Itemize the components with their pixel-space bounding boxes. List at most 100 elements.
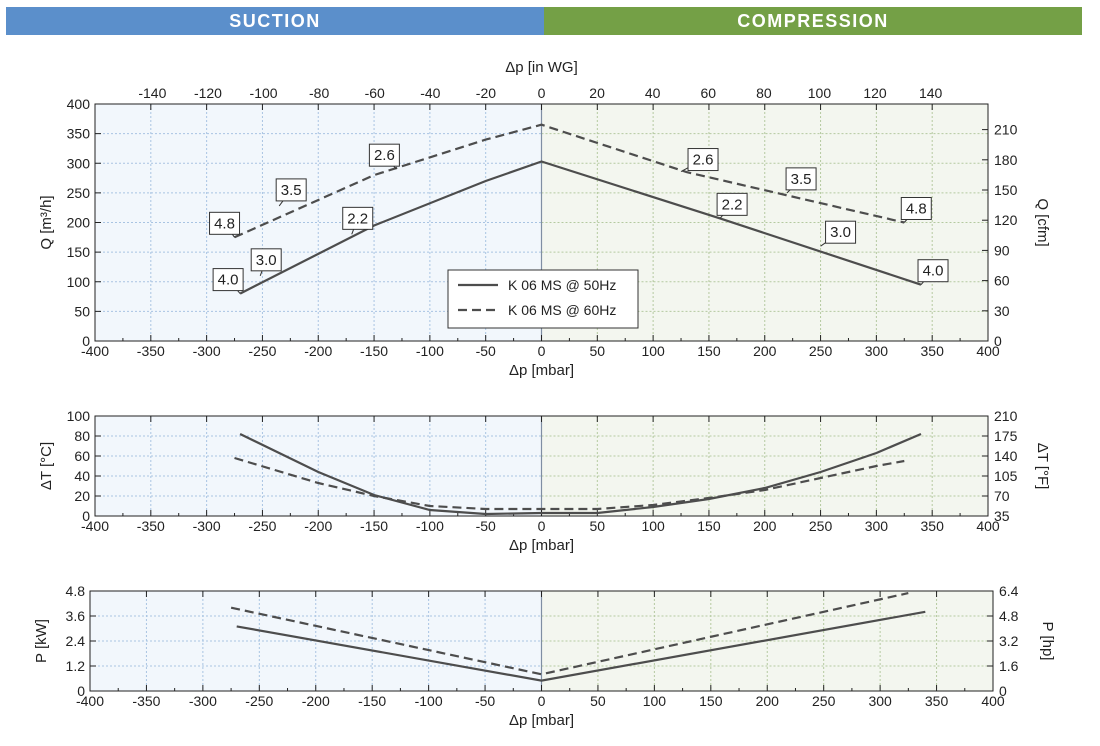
temp-ytick-label: 100 [67, 408, 91, 424]
temp-xtick-label: -350 [137, 518, 165, 534]
power-series-60hz-line [230, 592, 909, 676]
flow-xtick-label: 0 [538, 343, 546, 359]
temp-ytick-label: 60 [74, 448, 90, 464]
flow-y2tick-label: 90 [994, 242, 1010, 258]
compression-banner: COMPRESSION [544, 7, 1082, 35]
temp-xtick-label: 200 [753, 518, 777, 534]
temp-xtick-label: -250 [248, 518, 276, 534]
flow-ytick-label: 200 [67, 215, 91, 231]
temp-xtick-label: 0 [538, 518, 546, 534]
flow-xtick-label: 100 [641, 343, 665, 359]
temp-xtick-label: -100 [416, 518, 444, 534]
power-xtick-label: 150 [699, 693, 723, 709]
flow-annotation-label: 3.5 [281, 182, 302, 199]
temp-xtick-label: -150 [360, 518, 388, 534]
power-y2tick-label: 0 [999, 683, 1007, 699]
temp-xtick-label: 250 [809, 518, 833, 534]
power-xtick-label: -100 [415, 693, 443, 709]
flow-series-60hz-line [234, 123, 905, 239]
flow-x2tick-label: 80 [756, 85, 772, 101]
power-xtick-label: -300 [189, 693, 217, 709]
flow-annotation-box [250, 248, 282, 272]
flow-annotation-box [275, 178, 307, 202]
flow-annotation-box [368, 143, 400, 167]
temp-xtick-label: -50 [476, 518, 496, 534]
power-xtick-label: 350 [925, 693, 949, 709]
flow-xtick-label: 300 [865, 343, 889, 359]
flow-x2tick-label: -80 [309, 85, 329, 101]
temp-xtick-label: -300 [193, 518, 221, 534]
power-ytick-label: 1.2 [66, 658, 86, 674]
flow-x2tick-label: 40 [645, 85, 661, 101]
flow-annotation-box [716, 192, 748, 216]
flow-series-50hz-line [239, 160, 922, 295]
power-xtick-label: -250 [245, 693, 273, 709]
power-xtick-label: -150 [358, 693, 386, 709]
temp-y2tick-label: 35 [994, 508, 1010, 524]
flow-annotation-label: 4.8 [214, 215, 235, 232]
flow-y2label: Q [cfm] [1034, 198, 1051, 246]
power-xlabel: Δp [mbar] [509, 712, 574, 729]
flow-annotation-label: 4.0 [923, 263, 944, 280]
flow-x2tick-label: 20 [589, 85, 605, 101]
flow-x2label: Δp [in WG] [505, 59, 578, 76]
flow-x2tick-label: -60 [365, 85, 385, 101]
flow-x2tick-label: -140 [138, 85, 166, 101]
temp-xtick-label: 150 [697, 518, 721, 534]
temp-xtick-label: 350 [921, 518, 945, 534]
flow-annotation-box [825, 220, 857, 244]
temp-xtick-label: -400 [81, 518, 109, 534]
flow-ytick-label: 350 [67, 126, 91, 142]
flow-annotation-label: 2.6 [374, 147, 395, 164]
flow-annotation-label: 2.6 [693, 152, 714, 169]
power-xtick-label: -400 [76, 693, 104, 709]
flow-xtick-label: 350 [921, 343, 945, 359]
flow-ytick-label: 0 [82, 333, 90, 349]
flow-y2tick-label: 30 [994, 303, 1010, 319]
flow-y2tick-label: 210 [994, 122, 1018, 138]
legend-label-50hz: K 06 MS @ 50Hz [508, 277, 616, 293]
flow-xtick-label: -350 [137, 343, 165, 359]
power-y2tick-label: 4.8 [999, 608, 1019, 624]
power-y2tick-label: 1.6 [999, 658, 1019, 674]
flow-annotation-box [687, 148, 719, 172]
power-ytick-label: 3.6 [66, 608, 86, 624]
flow-annotation-label: 3.5 [791, 171, 812, 188]
power-xtick-label: 250 [812, 693, 836, 709]
flow-annotation-label: 2.2 [722, 196, 743, 213]
temp-y2tick-label: 70 [994, 488, 1010, 504]
flow-annotation-label: 4.0 [218, 272, 239, 289]
flow-x2tick-label: -20 [476, 85, 496, 101]
flow-xtick-label: -400 [81, 343, 109, 359]
flow-x2tick-label: 140 [919, 85, 943, 101]
flow-ytick-label: 250 [67, 185, 91, 201]
power-xtick-label: -200 [302, 693, 330, 709]
temp-ytick-label: 0 [82, 508, 90, 524]
temp-xtick-label: 50 [590, 518, 606, 534]
legend-box [447, 269, 639, 329]
temp-y2tick-label: 140 [994, 448, 1018, 464]
power-y2tick-label: 3.2 [999, 633, 1019, 649]
suction-label: SUCTION [229, 10, 321, 31]
flow-y2tick-label: 150 [994, 182, 1018, 198]
flow-xtick-label: -150 [360, 343, 388, 359]
power-ytick-label: 0 [77, 683, 85, 699]
compression-label: COMPRESSION [737, 10, 889, 31]
flow-xtick-label: -200 [304, 343, 332, 359]
temp-y2tick-label: 105 [994, 468, 1018, 484]
power-y2tick-label: 6.4 [999, 583, 1019, 599]
flow-y2tick-label: 0 [994, 333, 1002, 349]
flow-annotation-box [342, 206, 374, 230]
flow-x2tick-label: 60 [700, 85, 716, 101]
flow-x2tick-label: 120 [863, 85, 887, 101]
power-xtick-label: 0 [538, 693, 546, 709]
temp-ytick-label: 20 [74, 488, 90, 504]
flow-xtick-label: 250 [809, 343, 833, 359]
power-xtick-label: 300 [868, 693, 892, 709]
flow-xtick-label: 150 [697, 343, 721, 359]
flow-xtick-label: 200 [753, 343, 777, 359]
flow-xtick-label: -300 [193, 343, 221, 359]
power-ytick-label: 2.4 [66, 633, 86, 649]
power-xtick-label: 100 [643, 693, 667, 709]
